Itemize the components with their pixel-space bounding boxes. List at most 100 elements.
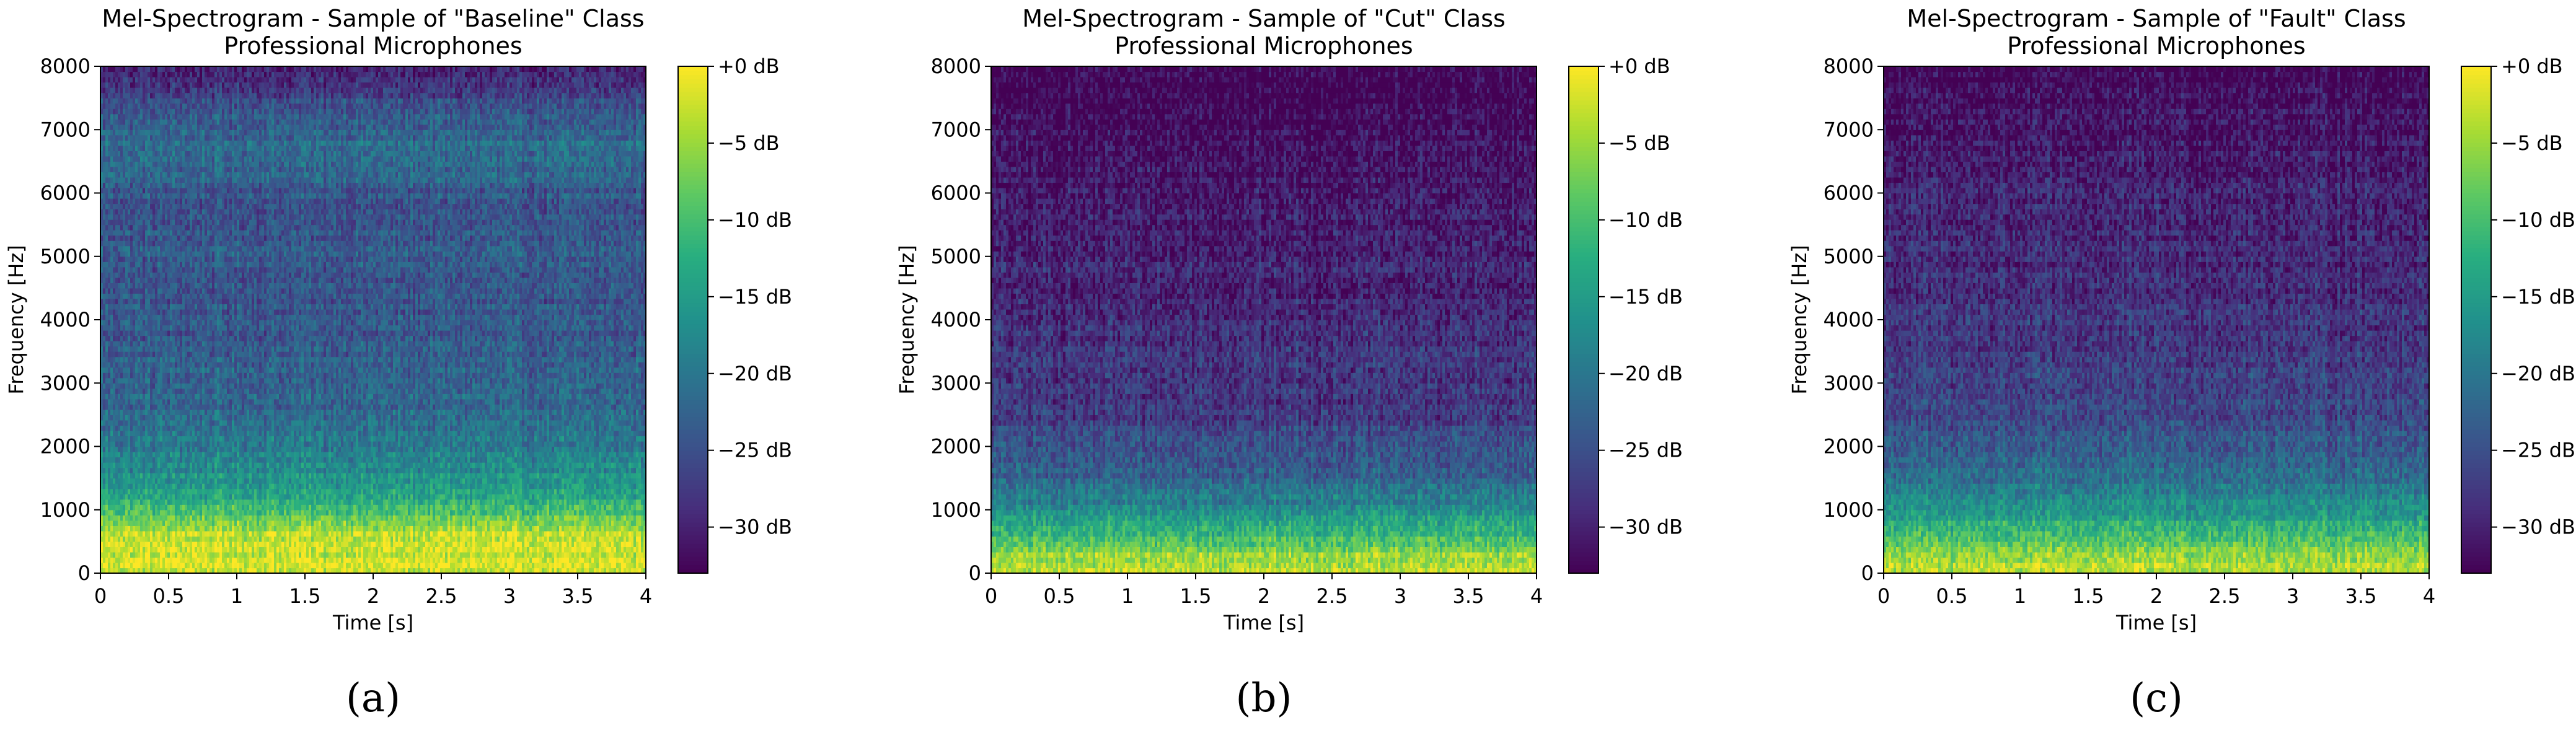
heatmap-cell [403, 542, 406, 547]
heatmap-cell [519, 557, 523, 563]
heatmap-cell [433, 542, 436, 547]
heatmap-cell [105, 557, 108, 563]
heatmap-cell [197, 563, 200, 568]
heatmap-cell [185, 563, 188, 568]
heatmap-cell [165, 546, 168, 552]
heatmap-cell [443, 563, 446, 568]
heatmap-cell [185, 557, 188, 563]
heatmap-cell [252, 557, 255, 563]
heatmap-cell [113, 542, 116, 547]
heatmap-cell [143, 563, 146, 568]
heatmap-cell [462, 552, 465, 558]
heatmap-cell [569, 546, 572, 552]
heatmap-cell [165, 542, 168, 547]
heatmap-cell [557, 542, 560, 547]
heatmap-cell [569, 563, 572, 568]
heatmap-cell [519, 563, 523, 568]
heatmap-cell [604, 542, 607, 547]
heatmap-cell [190, 542, 193, 547]
heatmap-cell [210, 546, 213, 552]
heatmap-cell [418, 546, 421, 552]
heatmap-cell [284, 552, 287, 558]
heatmap-cell [557, 552, 560, 558]
heatmap-cell [606, 542, 609, 547]
heatmap-cell [115, 552, 118, 558]
heatmap-cell [229, 563, 232, 568]
heatmap-cell [148, 552, 151, 558]
heatmap-cell [532, 557, 535, 563]
heatmap-cell [621, 552, 624, 558]
heatmap-cell [291, 552, 294, 558]
heatmap-cell [133, 557, 136, 563]
heatmap-cell [182, 563, 185, 568]
heatmap-cell [113, 557, 116, 563]
heatmap-cell [579, 542, 582, 547]
heatmap-cell [120, 552, 123, 558]
heatmap-cell [549, 563, 552, 568]
heatmap-cell [152, 563, 156, 568]
heatmap-cell [249, 552, 252, 558]
heatmap-cell [624, 552, 627, 558]
heatmap-cell [145, 563, 148, 568]
heatmap-cell [579, 546, 582, 552]
heatmap-cell [314, 552, 317, 558]
heatmap-cell [192, 552, 195, 558]
heatmap-cell [428, 563, 431, 568]
heatmap-cell [405, 552, 408, 558]
heatmap-cell [413, 563, 416, 568]
heatmap-cell [591, 552, 594, 558]
heatmap-cell [410, 546, 413, 552]
heatmap-cell [485, 552, 488, 558]
heatmap-cell [579, 563, 582, 568]
heatmap-cell [321, 563, 324, 568]
heatmap-cell [517, 542, 520, 547]
heatmap-cell [554, 557, 557, 563]
heatmap-cell [507, 563, 510, 568]
heatmap-cell [269, 546, 272, 552]
heatmap-cell [373, 552, 376, 558]
heatmap-cell [115, 563, 118, 568]
heatmap-cell [130, 542, 133, 547]
heatmap-cell [133, 552, 136, 558]
heatmap-cell [438, 552, 441, 558]
heatmap-cell [490, 563, 493, 568]
heatmap-cell [462, 542, 465, 547]
heatmap-cell [363, 552, 366, 558]
heatmap-cell [190, 563, 193, 568]
heatmap-cell [604, 552, 607, 558]
heatmap-cell [626, 552, 629, 558]
heatmap-cell [222, 563, 225, 568]
heatmap-cell [564, 563, 567, 568]
heatmap-cell [641, 557, 644, 563]
heatmap-cell [299, 552, 302, 558]
heatmap-cell [532, 546, 535, 552]
heatmap-cell [103, 557, 106, 563]
heatmap-cell [138, 552, 141, 558]
heatmap-cell [125, 552, 128, 558]
heatmap-cell [576, 552, 580, 558]
heatmap-cell [356, 563, 359, 568]
heatmap-cell [264, 557, 267, 563]
heatmap-cell [331, 546, 334, 552]
heatmap-cell [596, 557, 599, 563]
heatmap-cell [428, 546, 431, 552]
heatmap-cell [304, 557, 307, 563]
heatmap-cell [584, 563, 587, 568]
heatmap-cell [554, 542, 557, 547]
heatmap-cell [155, 552, 158, 558]
heatmap-cell [594, 542, 597, 547]
heatmap-cell [140, 563, 143, 568]
heatmap-cell [641, 552, 644, 558]
heatmap-cell [316, 542, 319, 547]
heatmap-cell [242, 546, 245, 552]
heatmap-cell [524, 557, 527, 563]
heatmap-cell [135, 557, 138, 563]
heatmap-cell [291, 563, 294, 568]
heatmap-cell [492, 552, 495, 558]
heatmap-cell [192, 563, 195, 568]
heatmap-cell [452, 546, 456, 552]
heatmap-cell [336, 542, 339, 547]
heatmap-cell [433, 563, 436, 568]
heatmap-cell [567, 552, 570, 558]
heatmap-cell [276, 552, 280, 558]
